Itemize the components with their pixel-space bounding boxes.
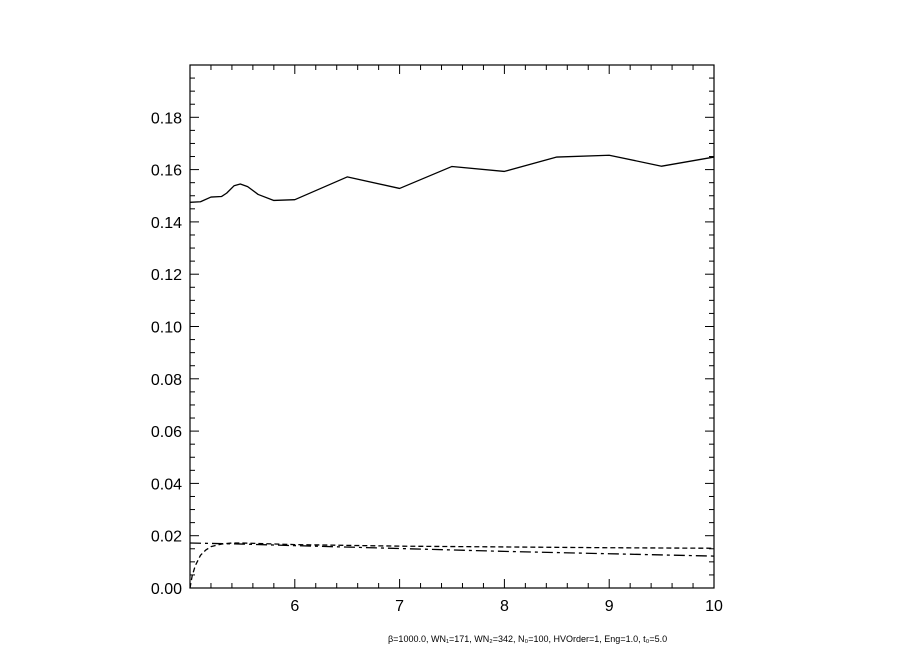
y-tick-label: 0.12 xyxy=(151,267,182,284)
series-line-dash-dot xyxy=(189,542,715,557)
x-tick-label: 6 xyxy=(290,598,299,615)
series-layer xyxy=(189,154,715,589)
tick-labels: 0.00 0.02 0.04 0.06 0.08 0.10 0.12 0.14 0.16 0.18… xyxy=(151,110,723,615)
series-line-solid xyxy=(189,154,715,203)
y-tick-label: 0.04 xyxy=(151,476,182,493)
y-tick-label: 0.08 xyxy=(151,372,182,389)
y-tick-label: 0.02 xyxy=(151,529,182,546)
y-tick-label: 0.18 xyxy=(151,110,182,127)
y-tick-label: 0.10 xyxy=(151,320,182,337)
y-tick-label: 0.00 xyxy=(151,581,182,598)
series-line-dashed xyxy=(189,542,715,589)
parameter-annotation: β=1000.0, WN₁=171, WN₂=342, N₀=100, HVOr… xyxy=(388,634,668,644)
axis-ticks xyxy=(189,64,715,589)
x-tick-label: 7 xyxy=(395,598,404,615)
x-tick-label: 9 xyxy=(605,598,614,615)
y-tick-label: 0.16 xyxy=(151,163,182,180)
y-tick-label: 0.14 xyxy=(151,215,182,232)
x-tick-label: 10 xyxy=(705,598,723,615)
x-tick-label: 8 xyxy=(500,598,509,615)
y-tick-label: 0.06 xyxy=(151,424,182,441)
plot-frame xyxy=(189,64,715,589)
